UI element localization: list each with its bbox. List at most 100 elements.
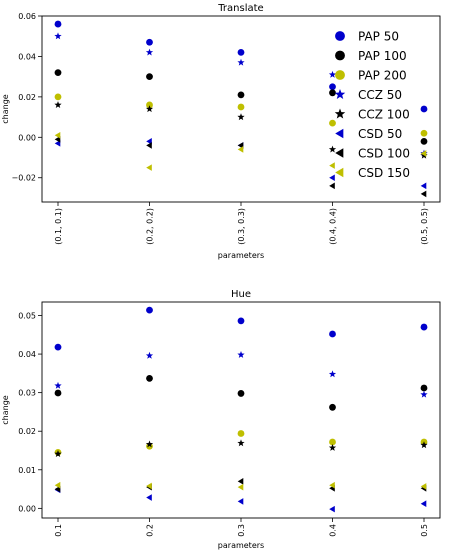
series-csd-150 [54,481,427,491]
data-point-pap-200 [329,119,336,127]
data-point-pap-100 [329,403,336,411]
series-csd-150 [54,131,427,171]
x-tick-label: (0.2, 0.2) [146,208,155,245]
legend-marker-pap-200 [335,70,345,80]
data-point-ccz-100 [145,440,154,448]
data-point-pap-200 [146,101,153,109]
chart-hue: Hue 0.05 0.04 0.03 0.02 0.01 0.00 0.1 0.2 0.3 0.4 0… [1,289,441,550]
data-point-ccz-100 [328,145,337,153]
data-point-ccz-100 [237,113,245,121]
data-point-ccz-100 [328,444,337,451]
x-tick-label: 0.5 [420,524,429,537]
series-pap-50 [54,306,428,351]
series-ccz-100 [54,439,428,458]
chart-translate: Translate 0.06 0.04 0.02 0.00 −0.02 (0.1, 0.1)… [1,3,441,260]
series-pap-100 [54,69,428,145]
data-point-pap-50 [420,323,428,331]
legend-label-ccz-50: CCZ 50 [358,88,402,102]
data-point-pap-100 [420,384,428,392]
data-point-pap-100 [54,69,62,77]
legend-marker-ccz-50 [334,88,346,99]
data-point-csd-150 [146,482,152,490]
data-point-ccz-100 [54,101,62,109]
data-point-csd-50 [420,500,427,508]
y-tick-label: 0.05 [18,312,36,321]
data-point-csd-150 [146,164,152,171]
data-point-csd-150 [237,483,244,491]
data-point-pap-50 [146,38,153,46]
data-point-pap-100 [420,137,428,145]
data-point-pap-50 [54,20,62,28]
legend-marker-csd-100 [335,148,344,158]
legend-label-csd-150: CSD 150 [358,166,410,180]
data-point-ccz-100 [420,441,428,449]
x-axis-label: parameters [218,251,264,260]
series-pap-100 [54,374,428,411]
series-csd-50 [54,486,427,513]
y-tick-label: 0.01 [18,466,36,475]
chart-title: Hue [231,289,251,300]
series-pap-200 [54,93,428,137]
y-tick-label: 0.02 [18,93,36,102]
x-tick-label: (0.1, 0.1) [54,208,63,245]
data-point-pap-100 [237,91,245,99]
x-tick-label: 0.1 [54,524,63,537]
chart-title: Translate [217,3,263,14]
data-point-csd-150 [329,481,335,489]
y-tick-label: 0.03 [18,389,36,398]
data-point-csd-50 [237,498,244,505]
y-axis-label: change [1,395,10,425]
data-point-pap-100 [146,374,153,382]
data-point-csd-150 [420,483,427,490]
data-point-ccz-50 [328,70,337,78]
data-point-csd-100 [237,478,244,485]
data-point-csd-50 [329,505,335,513]
legend-label-csd-50: CSD 50 [358,127,402,141]
legend-label-csd-100: CSD 100 [358,147,410,161]
data-point-pap-200 [420,129,428,137]
legend-marker-csd-150 [335,167,344,178]
data-point-pap-100 [54,389,62,397]
legend-label-pap-100: PAP 100 [358,49,407,63]
data-point-pap-50 [420,105,428,113]
x-tick-label: (0.3, 0.3) [237,208,246,245]
legend-marker-pap-100 [335,50,345,61]
legend-marker-pap-50 [335,31,345,41]
data-point-pap-50 [329,83,336,91]
y-tick-label: −0.02 [11,174,36,183]
legend-marker-csd-50 [335,128,344,139]
data-point-csd-150 [54,131,61,139]
data-point-pap-200 [237,430,245,437]
y-tick-label: 0.02 [18,427,36,436]
legend-label-ccz-100: CCZ 100 [358,108,410,122]
legend-marker-ccz-100 [334,108,346,119]
data-point-ccz-50 [237,58,245,66]
data-point-pap-50 [237,317,245,325]
data-point-ccz-50 [54,381,62,389]
data-point-ccz-50 [420,390,428,398]
y-tick-label: 0.04 [18,52,36,61]
y-tick-label: 0.00 [18,133,36,142]
data-point-ccz-50 [145,351,154,359]
y-tick-label: 0.06 [18,12,36,21]
x-tick-label: 0.2 [146,524,155,537]
y-tick-label: 0.00 [18,504,36,513]
data-point-csd-50 [329,174,335,182]
data-point-csd-150 [237,146,244,153]
data-point-pap-50 [237,48,245,56]
x-axis-label: parameters [218,541,264,550]
series-ccz-50 [54,351,428,398]
data-point-ccz-50 [328,370,337,378]
x-tick-label: 0.4 [329,524,338,537]
data-point-pap-100 [329,89,336,97]
x-tick-label: (0.4, 0.4) [329,208,338,245]
data-point-csd-50 [146,494,152,501]
x-tick-label: (0.5, 0.5) [420,208,429,245]
data-point-ccz-100 [54,450,62,458]
data-point-ccz-100 [145,105,154,113]
legend-label-pap-50: PAP 50 [358,30,399,44]
data-point-ccz-50 [54,32,62,40]
data-point-ccz-100 [237,439,245,447]
y-axis-label: change [1,94,10,124]
legend: PAP 50 PAP 100 PAP 200 CCZ 50 CCZ 100 CSD 50 C… [334,30,410,180]
